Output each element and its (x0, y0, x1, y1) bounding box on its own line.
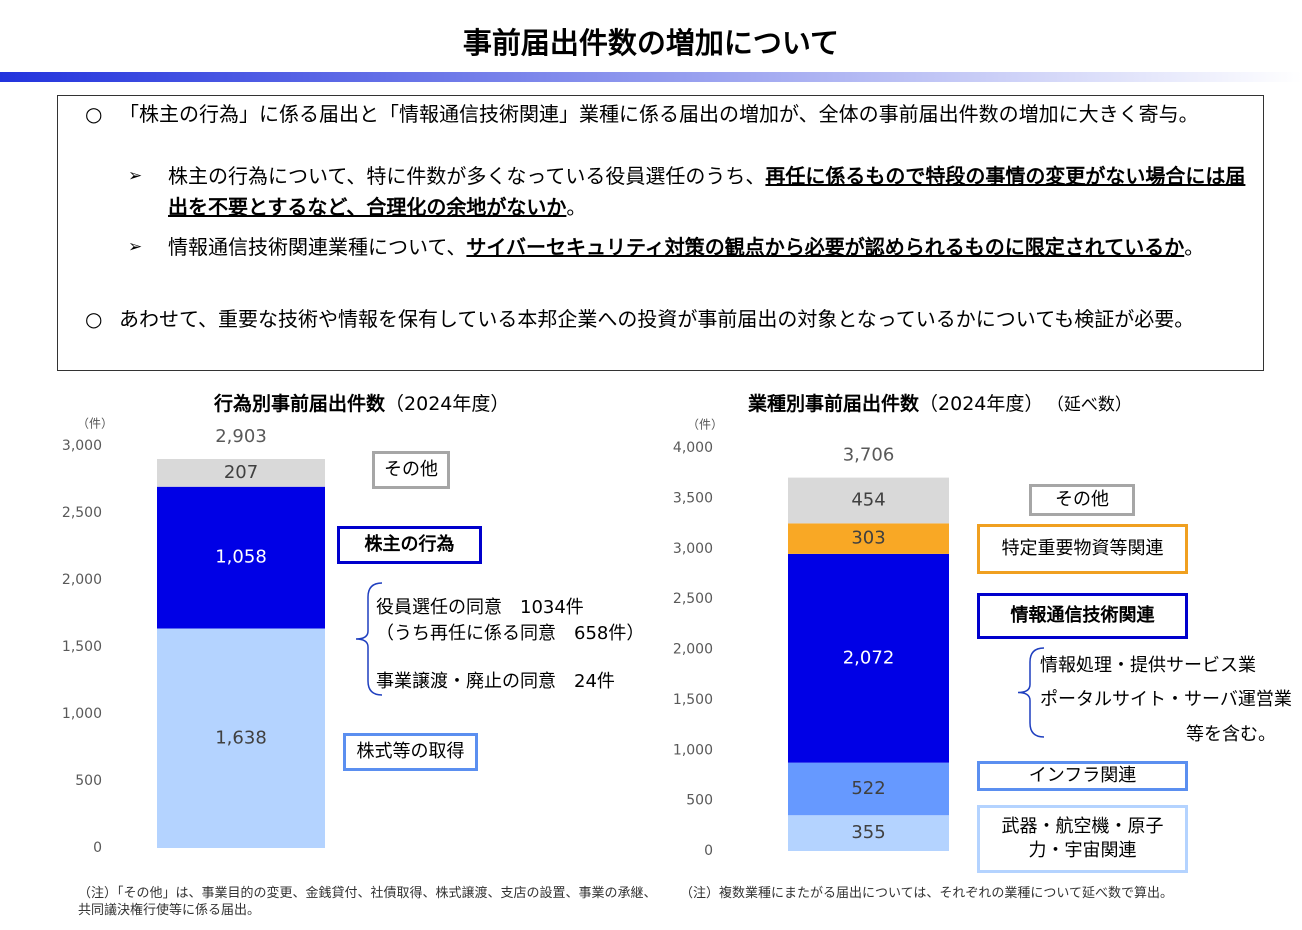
summary-item: ○ あわせて、重要な技術や情報を保有している本邦企業への投資が事前届出の対象となっ… (85, 304, 1264, 335)
y-tick-label: 1,000 (673, 742, 713, 758)
value-label: 207 (224, 462, 258, 483)
marker: ➢ (128, 166, 143, 186)
y-tick-label: 3,000 (62, 438, 102, 454)
y-tick-label: 500 (75, 773, 102, 789)
y-tick-label: 2,000 (673, 642, 713, 658)
chart-note: （注）「その他」は、事業目的の変更、金銭貸付、社債取得、株式譲渡、支店の設置、事… (78, 886, 657, 918)
y-axis-unit: （件） (77, 417, 113, 431)
summary-item: ➢ 株主の行為について、特に件数が多くなっている役員選任のうち、再任に係るもので特… (128, 161, 1253, 223)
annotation: 等を含む。 (1186, 724, 1276, 745)
chart-note: （注）複数業種にまたがる届出については、それぞれの業種について延べ数で算出。 (680, 886, 1173, 901)
summary-end: 。 (1184, 235, 1205, 259)
summary-emphasis: サイバーセキュリティ対策の観点から必要が認められるものに限定されているか (466, 235, 1185, 259)
bar-segment (788, 553, 949, 763)
summary-text: 株主の行為について、特に件数が多くなっている役員選任のうち、 (168, 164, 766, 188)
bar-segment (157, 458, 325, 487)
bar-segment (157, 628, 325, 848)
y-tick-label: 2,500 (62, 505, 102, 521)
y-tick-label: 2,000 (62, 572, 102, 588)
title-bar (0, 72, 1302, 82)
chart-title-wrap: 業種別事前届出件数（2024年度） （延べ数） (748, 389, 1132, 416)
legend-entry: 情報通信技術関連 (977, 593, 1188, 639)
value-label: 454 (851, 489, 885, 510)
summary-text: 「株主の行為」に係る届出と「情報通信技術関連」業種に係る届出の増加が、全体の事前… (119, 102, 1199, 126)
bar-segment (157, 486, 325, 629)
chart-title-wrap: 行為別事前届出件数（2024年度） (214, 389, 509, 416)
value-label: 1,058 (215, 547, 267, 568)
y-tick-label: 4,000 (673, 440, 713, 456)
y-tick-label: 3,000 (673, 541, 713, 557)
total-label: 2,903 (215, 426, 267, 447)
value-label: 355 (851, 822, 885, 843)
summary-emphasis: 再任に係るもので特段の事情の変更がない場合には届出を不要とするなど、合理化の余地… (168, 164, 1246, 219)
page-title: 事前届出件数の増加について (462, 26, 840, 60)
summary-end: 。 (566, 195, 587, 219)
y-axis-unit: （件） (687, 418, 723, 432)
legend-entry: 株式等の取得 (343, 733, 478, 771)
legend-entry: 株主の行為 (337, 526, 482, 564)
legend-entry: インフラ関連 (977, 761, 1188, 791)
y-tick-label: 1,000 (62, 706, 102, 722)
brace (1017, 647, 1045, 738)
bar-segment (788, 762, 949, 816)
marker: ○ (85, 102, 103, 126)
annotation: （うち再任に係る同意 658件） (376, 623, 645, 644)
value-label: 1,638 (215, 727, 267, 748)
y-tick-label: 0 (704, 843, 713, 859)
legend-entry: 武器・航空機・原子力・宇宙関連 (977, 805, 1188, 873)
legend-entry: その他 (1029, 484, 1135, 516)
annotation: ポータルサイト・サーバ運営業 (1040, 689, 1292, 710)
summary-item: ➢ 情報通信技術関連業種について、サイバーセキュリティ対策の観点から必要が認められ… (128, 232, 1253, 263)
y-tick-label: 1,500 (62, 639, 102, 655)
value-label: 2,072 (843, 647, 895, 668)
brace (355, 582, 383, 696)
y-tick-label: 500 (686, 793, 713, 809)
value-label: 303 (851, 528, 885, 549)
legend-entry: その他 (372, 451, 450, 489)
chart-title: 行為別事前届出件数 (214, 393, 386, 415)
annotation: 情報処理・提供サービス業 (1040, 655, 1256, 676)
summary-item: ○ 「株主の行為」に係る届出と「情報通信技術関連」業種に係る届出の増加が、全体の事… (85, 99, 1264, 130)
summary-text: あわせて、重要な技術や情報を保有している本邦企業への投資が事前届出の対象となって… (119, 307, 1195, 331)
chart-subtitle: （2024年度） (919, 393, 1044, 415)
y-tick-label: 0 (93, 840, 102, 856)
total-label: 3,706 (843, 445, 895, 466)
annotation: 役員選任の同意 1034件 (376, 597, 584, 618)
summary-box: ○ 「株主の行為」に係る届出と「情報通信技術関連」業種に係る届出の増加が、全体の事… (57, 95, 1264, 371)
chart-subtitle: （2024年度） (385, 393, 510, 415)
chart-title: 業種別事前届出件数 (748, 393, 920, 415)
legend-entry: 特定重要物資等関連 (977, 524, 1188, 574)
summary-text: 情報通信技術関連業種について、 (168, 235, 467, 259)
marker: ➢ (128, 237, 143, 257)
bar-segment (788, 477, 949, 524)
y-tick-label: 2,500 (673, 591, 713, 607)
marker: ○ (85, 307, 103, 331)
chart-subtitle-extra: （延べ数） (1055, 395, 1132, 415)
bar-segment (788, 523, 949, 554)
annotation: 事業譲渡・廃止の同意 24件 (376, 671, 615, 692)
bar-segment (788, 815, 949, 851)
y-tick-label: 3,500 (673, 490, 713, 506)
y-tick-label: 1,500 (673, 692, 713, 708)
value-label: 522 (851, 778, 885, 799)
